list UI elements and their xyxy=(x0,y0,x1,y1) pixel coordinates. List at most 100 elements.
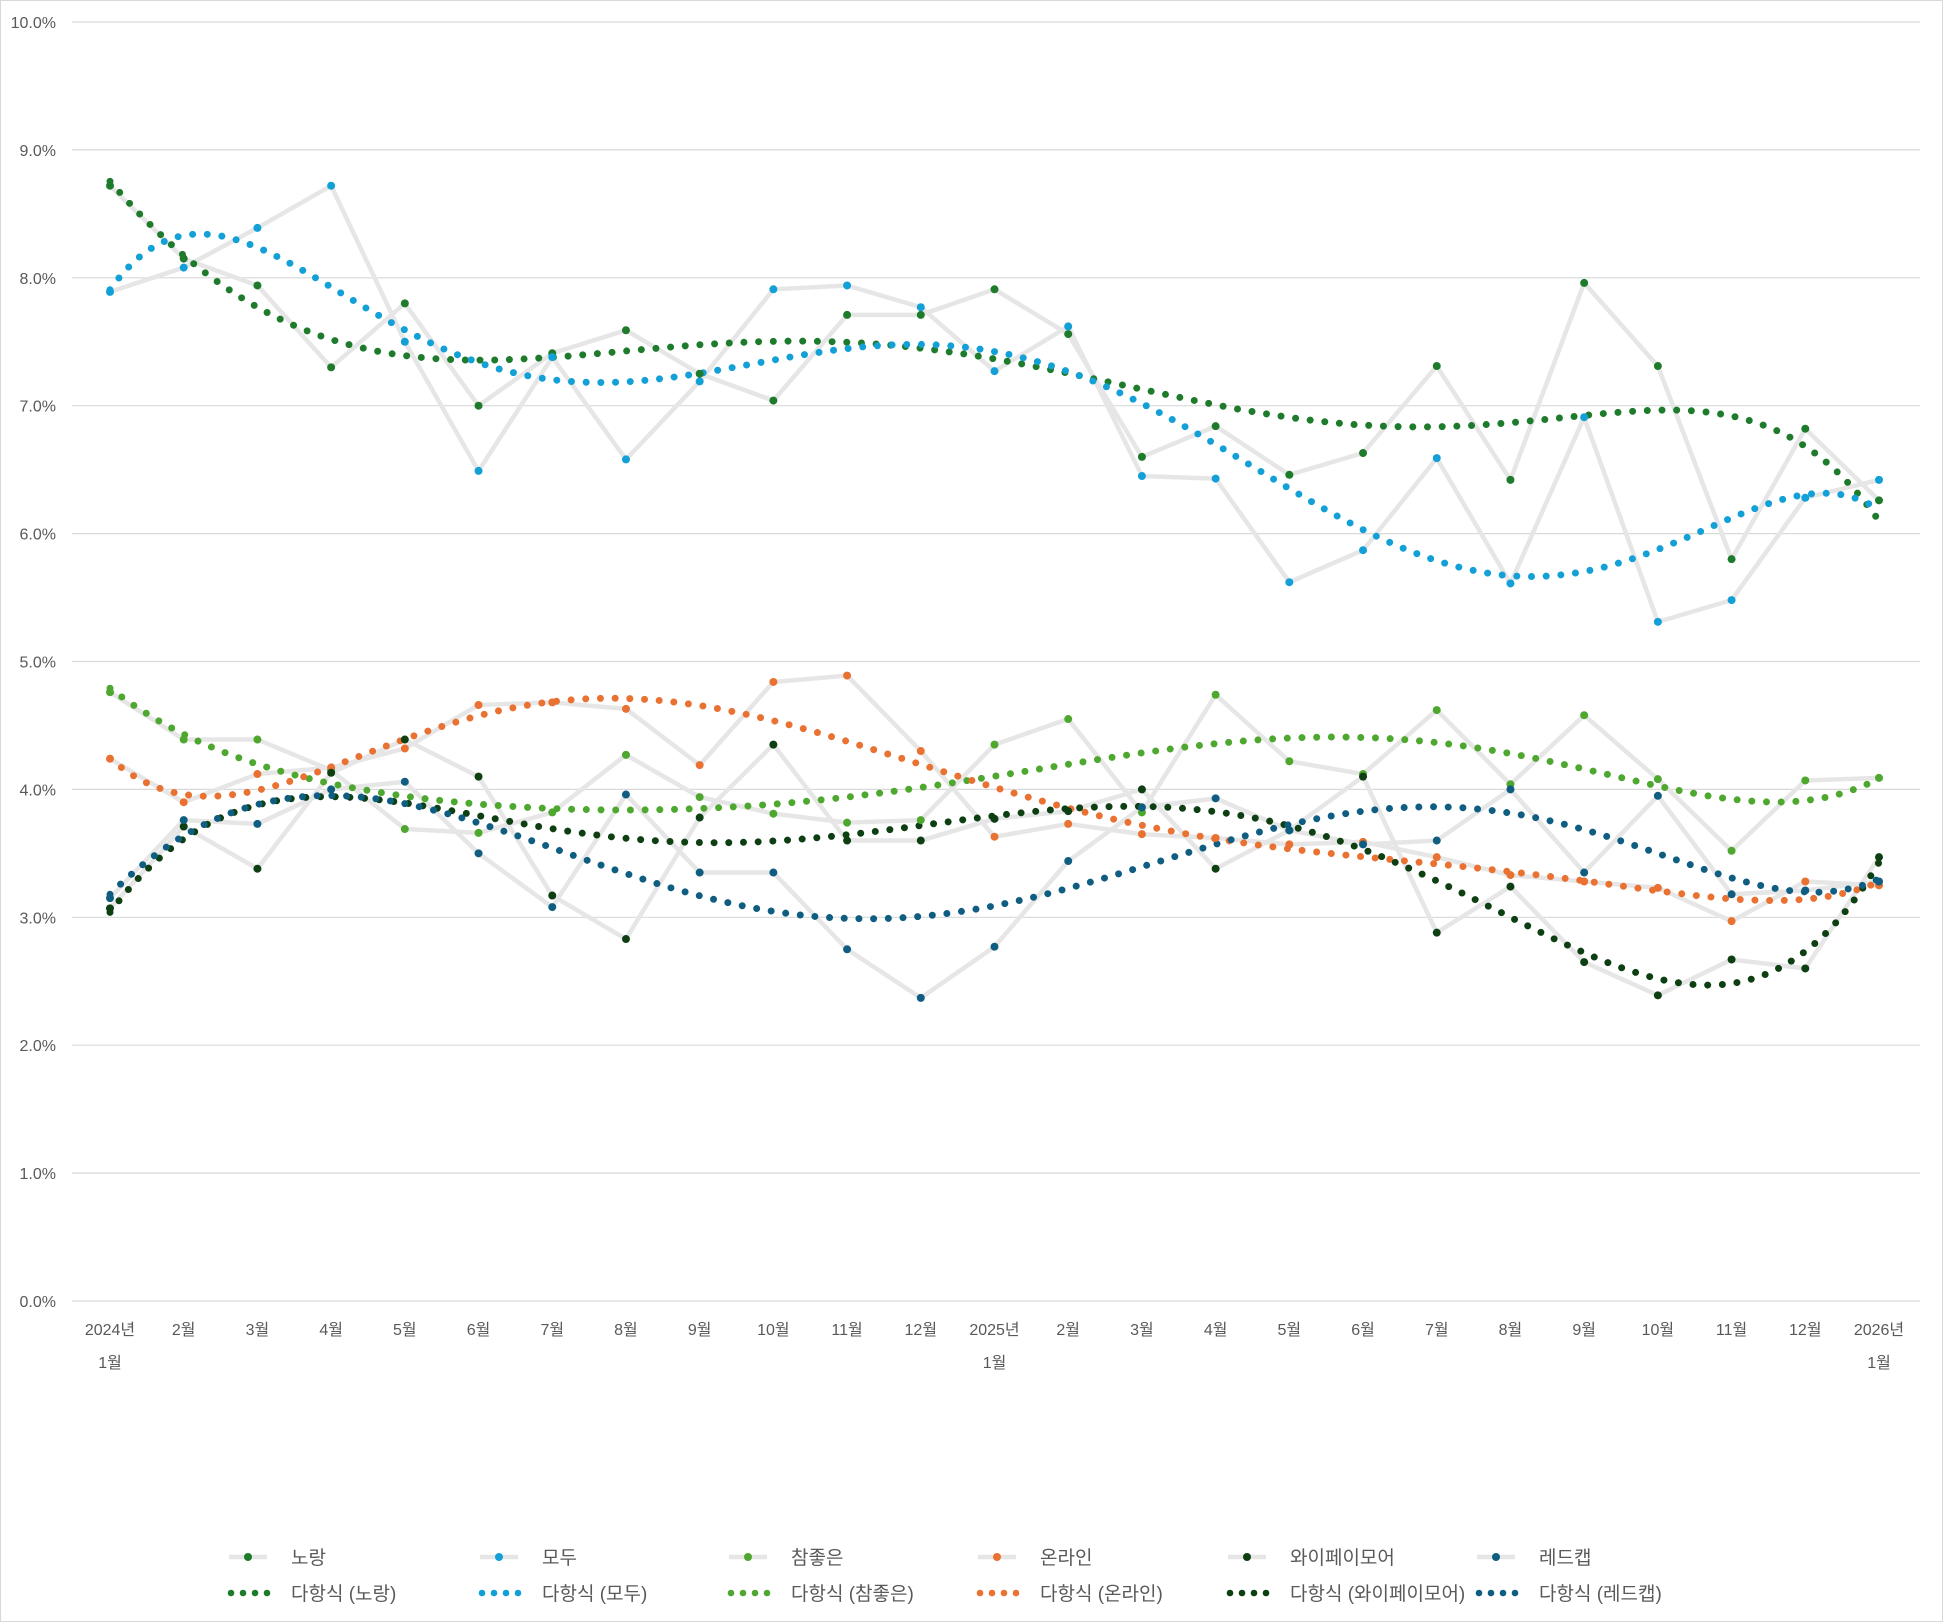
legend-trend-swatch xyxy=(1012,1589,1020,1597)
data-point-4 xyxy=(1137,785,1146,794)
data-point-5 xyxy=(327,785,336,794)
legend-trend-swatch xyxy=(1238,1589,1246,1597)
data-point-3 xyxy=(253,770,262,779)
data-point-5 xyxy=(474,849,483,858)
data-point-2 xyxy=(1801,776,1810,785)
data-point-4 xyxy=(106,904,114,913)
data-point-2 xyxy=(621,750,630,759)
data-point-5 xyxy=(1580,868,1589,877)
x-tick-label: 10월 xyxy=(1642,1321,1675,1339)
data-point-5 xyxy=(843,945,852,954)
data-point-2 xyxy=(1064,715,1073,724)
data-point-1 xyxy=(621,455,630,464)
data-point-2 xyxy=(400,825,409,834)
data-point-5 xyxy=(400,777,409,786)
data-point-2 xyxy=(474,828,483,837)
data-point-2 xyxy=(1653,775,1662,784)
data-point-1 xyxy=(1727,596,1736,605)
data-point-2 xyxy=(179,735,188,744)
legend-trend-swatch xyxy=(1475,1589,1483,1597)
x-tick-label: 7월 xyxy=(1425,1321,1449,1339)
legend-trend-swatch xyxy=(502,1589,510,1597)
series-lines xyxy=(108,183,1881,1001)
data-point-3 xyxy=(474,700,483,709)
legend-marker-swatch xyxy=(993,1553,1001,1561)
x-tick-label: 2024년 xyxy=(85,1321,135,1339)
data-point-0 xyxy=(1506,475,1515,484)
data-point-2 xyxy=(695,793,704,802)
data-point-0 xyxy=(695,369,704,378)
trendlines xyxy=(106,177,1883,989)
y-tick-label: 7.0% xyxy=(20,399,56,416)
data-point-5 xyxy=(1432,836,1441,845)
legend-label: 모두 xyxy=(542,1548,577,1569)
data-point-5 xyxy=(916,993,925,1002)
data-point-4 xyxy=(769,740,778,749)
legend-trend-swatch xyxy=(263,1589,271,1597)
x-tick-label: 8월 xyxy=(614,1321,638,1339)
data-point-3 xyxy=(1653,883,1662,892)
data-point-4 xyxy=(1801,964,1810,973)
data-point-3 xyxy=(1727,917,1736,926)
data-point-5 xyxy=(106,894,114,903)
data-point-5 xyxy=(548,903,557,912)
y-tick-label: 4.0% xyxy=(20,782,56,799)
data-point-1 xyxy=(916,303,925,312)
data-point-4 xyxy=(179,822,188,831)
data-point-4 xyxy=(990,814,999,823)
data-point-5 xyxy=(1875,877,1883,886)
data-point-1 xyxy=(474,466,483,475)
data-point-4 xyxy=(1359,772,1368,781)
data-point-3 xyxy=(1580,877,1589,886)
x-tick-label: 1월 xyxy=(98,1354,122,1372)
data-point-3 xyxy=(179,798,188,807)
data-point-4 xyxy=(253,864,262,873)
data-point-5 xyxy=(621,790,630,799)
legend-trend-swatch xyxy=(239,1589,247,1597)
data-point-0 xyxy=(1432,362,1441,371)
x-tick-label: 5월 xyxy=(393,1321,417,1339)
x-tick-label: 11월 xyxy=(831,1321,862,1339)
x-tick-label: 3월 xyxy=(1130,1321,1154,1339)
x-tick-label: 2026년 xyxy=(1854,1321,1904,1339)
y-tick-label: 3.0% xyxy=(20,910,56,927)
data-point-0 xyxy=(1580,278,1589,287)
data-point-3 xyxy=(1064,819,1073,828)
data-point-1 xyxy=(695,377,704,386)
legend-label: 레드캡 xyxy=(1539,1547,1591,1569)
x-tick-label: 10월 xyxy=(757,1321,790,1339)
data-point-5 xyxy=(1359,840,1368,849)
legend-trend-swatch xyxy=(514,1589,522,1597)
data-point-4 xyxy=(548,891,557,900)
data-point-1 xyxy=(179,263,188,272)
x-tick-label: 9월 xyxy=(688,1321,712,1339)
data-point-5 xyxy=(1064,857,1073,866)
data-point-5 xyxy=(253,819,262,828)
x-tick-label: 8월 xyxy=(1499,1321,1523,1339)
x-tick-label: 6월 xyxy=(467,1321,491,1339)
data-point-1 xyxy=(1137,472,1146,481)
data-point-3 xyxy=(1137,830,1146,839)
data-point-0 xyxy=(474,401,483,410)
data-point-4 xyxy=(1875,853,1883,862)
data-point-1 xyxy=(253,223,262,232)
x-tick-label: 1월 xyxy=(1867,1354,1891,1372)
x-tick-label: 2025년 xyxy=(969,1321,1019,1339)
data-point-5 xyxy=(695,868,704,877)
data-point-3 xyxy=(400,744,409,753)
legend-trend-swatch xyxy=(727,1589,735,1597)
y-tick-label: 1.0% xyxy=(20,1166,56,1183)
trendline-0 xyxy=(106,177,1883,525)
data-point-1 xyxy=(327,181,336,190)
data-point-4 xyxy=(1432,928,1441,937)
x-tick-label: 12월 xyxy=(1789,1321,1822,1339)
data-point-0 xyxy=(179,254,188,263)
legend-trend-swatch xyxy=(1262,1589,1270,1597)
legend-trend-swatch xyxy=(976,1589,984,1597)
x-tick-label: 4월 xyxy=(1204,1321,1228,1339)
y-tick-label: 9.0% xyxy=(20,143,56,160)
series-markers xyxy=(106,181,1883,1002)
legend-trend-swatch xyxy=(739,1589,747,1597)
data-point-2 xyxy=(1432,706,1441,715)
data-point-0 xyxy=(990,285,999,294)
